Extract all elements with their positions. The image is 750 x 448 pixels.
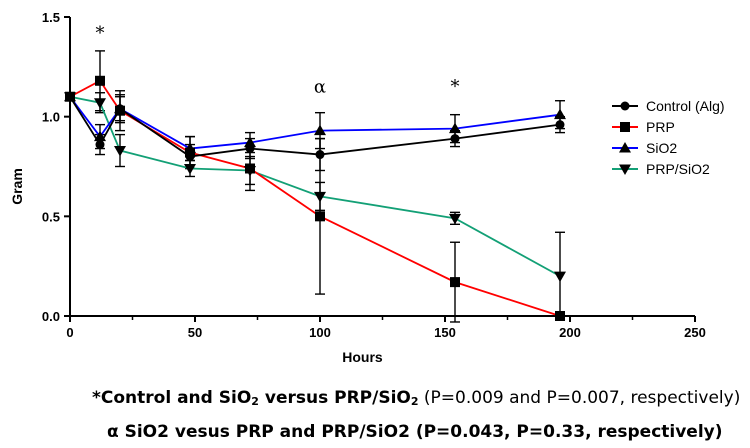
legend-label: SiO2: [646, 140, 677, 156]
significance-annotations: * α *: [96, 23, 460, 98]
y-tick-label: 0.5: [42, 209, 60, 224]
legend: Control (Alg) PRP SiO2 PRP/SiO2: [612, 98, 725, 177]
data-point: [184, 163, 196, 175]
footnote-2-text: α SiO2 vesus PRP and PRP/SiO2 (P=0.043, …: [107, 422, 723, 442]
data-point: [95, 75, 105, 86]
data-point: [185, 152, 195, 162]
data-point: [555, 311, 565, 321]
data-point: [184, 142, 196, 154]
data-point: [449, 122, 461, 134]
data-point: [244, 136, 256, 148]
x-tick-label: 50: [188, 325, 202, 340]
y-tick-label: 0.0: [42, 309, 60, 324]
data-point: [95, 140, 105, 150]
footnote-2: α SiO2 vesus PRP and PRP/SiO2 (P=0.043, …: [107, 422, 723, 442]
data-point: [94, 98, 106, 109]
x-tick-label: 0: [66, 325, 73, 340]
data-point: [555, 120, 565, 130]
data-point: [65, 92, 75, 102]
series-line: [69, 96, 561, 150]
footnote-1-mid: versus PRP/SiO: [258, 388, 411, 408]
legend-marker: [620, 122, 630, 132]
series-line: [69, 95, 561, 277]
data-point: [450, 277, 460, 288]
legend-label: Control (Alg): [646, 98, 725, 114]
legend-marker: [620, 101, 630, 111]
y-axis-title: Gram: [9, 168, 25, 205]
x-tick-label: 200: [559, 325, 581, 340]
legend-marker: [619, 142, 631, 153]
annotation: *: [96, 23, 105, 44]
data-point: [245, 144, 255, 154]
data-point: [554, 108, 566, 120]
y-tick-label: 1.0: [42, 110, 60, 125]
data-point: [314, 191, 326, 203]
data-point: [449, 213, 461, 225]
series-lines: [69, 79, 561, 317]
data-point: [115, 104, 125, 114]
data-point: [245, 163, 255, 174]
legend-marker: [619, 164, 631, 175]
x-tick-label: 150: [434, 325, 456, 340]
data-point: [94, 130, 106, 142]
x-axis-title: Hours: [342, 349, 383, 365]
footnote-1: *Control and SiO2 versus PRP/SiO2 (P=0.0…: [92, 388, 740, 408]
x-tick-label: 100: [309, 325, 331, 340]
data-point: [554, 271, 566, 283]
data-point: [114, 146, 126, 157]
data-point: [315, 150, 325, 160]
data-point: [450, 134, 460, 144]
series-markers: [64, 75, 566, 321]
axes: 0 50 100 150 200 250 0.0 0.5 1.0 1.5 Hours Gram: [9, 10, 706, 365]
series-line: [69, 79, 561, 317]
series-line: [69, 96, 561, 158]
data-point: [315, 211, 325, 222]
legend-label: PRP: [646, 119, 675, 135]
annotation: *: [451, 77, 460, 98]
data-point: [314, 124, 326, 136]
y-tick-label: 1.5: [42, 10, 60, 25]
footnote-1-lead: *Control and SiO: [92, 388, 252, 408]
error-bars: [95, 50, 565, 323]
footnote-1-sub: 2: [251, 395, 259, 408]
annotation: α: [314, 77, 326, 98]
footnote-1-tail: (P=0.009 and P=0.007, respectively): [418, 388, 741, 408]
footnote-1-sub2: 2: [410, 395, 419, 408]
x-tick-label: 250: [684, 325, 706, 340]
legend-label: PRP/SiO2: [646, 161, 710, 177]
